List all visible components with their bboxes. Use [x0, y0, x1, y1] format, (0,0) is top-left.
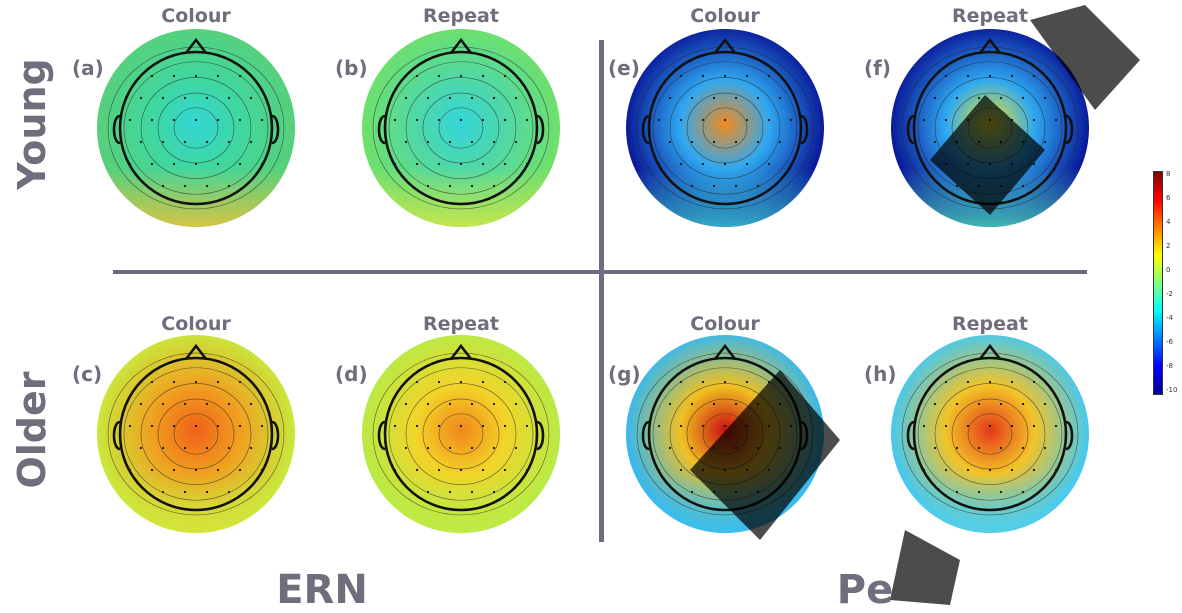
vertical-divider — [599, 40, 604, 542]
col-title-older-ern-repeat: Repeat — [423, 313, 499, 335]
topo-map-c — [97, 335, 295, 533]
component-label-pe: Pe — [836, 567, 894, 613]
panel-label-h: (h) — [864, 362, 897, 386]
panel-label-b: (b) — [335, 56, 368, 80]
topo-map-g — [626, 335, 824, 533]
row-label-older: Older — [10, 371, 54, 489]
col-title-young-pe-repeat: Repeat — [952, 5, 1028, 27]
colorbar-tick: -2 — [1166, 290, 1173, 298]
col-title-young-pe-colour: Colour — [690, 5, 760, 27]
topo-map-a — [97, 29, 295, 227]
colorbar-tick: -6 — [1166, 338, 1173, 346]
col-title-young-ern-colour: Colour — [161, 5, 231, 27]
col-title-older-pe-colour: Colour — [690, 313, 760, 335]
colorbar-tick: -4 — [1166, 314, 1173, 322]
col-title-young-ern-repeat: Repeat — [423, 5, 499, 27]
colorbar-tick: -10 — [1166, 386, 1178, 394]
colorbar-tick: 4 — [1166, 218, 1171, 226]
panel-label-g: (g) — [608, 362, 641, 386]
colorbar-tick: 8 — [1166, 170, 1171, 178]
panel-label-e: (e) — [608, 56, 640, 80]
row-label-young: Young — [10, 58, 54, 190]
topo-map-b — [362, 29, 560, 227]
colorbar-tick: 2 — [1166, 242, 1171, 250]
topo-map-e — [626, 29, 824, 227]
component-label-ern: ERN — [276, 567, 368, 613]
colorbar-tick: 0 — [1166, 266, 1171, 274]
col-title-older-ern-colour: Colour — [161, 313, 231, 335]
topo-map-f — [891, 29, 1089, 227]
panel-label-d: (d) — [335, 362, 368, 386]
colorbar-tick: 6 — [1166, 194, 1171, 202]
panel-label-c: (c) — [72, 362, 103, 386]
colorbar — [1153, 171, 1163, 395]
topo-map-h — [891, 335, 1089, 533]
col-title-older-pe-repeat: Repeat — [952, 313, 1028, 335]
topo-map-d — [362, 335, 560, 533]
panel-label-f: (f) — [864, 56, 891, 80]
panel-label-a: (a) — [72, 56, 104, 80]
colorbar-tick: -8 — [1166, 362, 1173, 370]
